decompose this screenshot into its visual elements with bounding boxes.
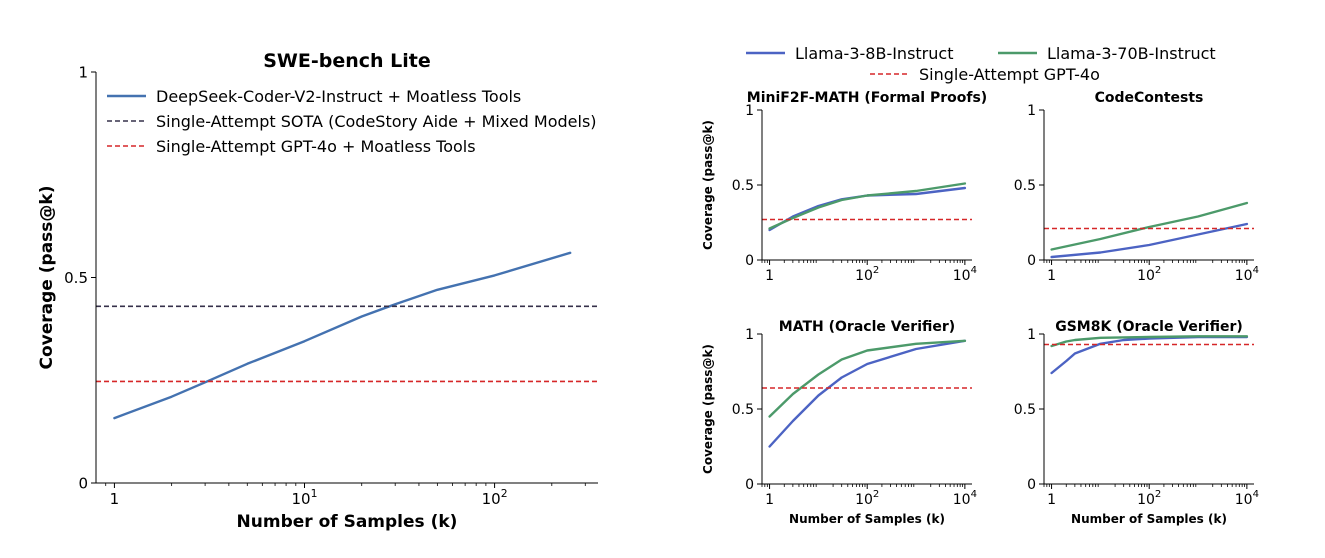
x-axis-label: Number of Samples (k): [237, 512, 458, 532]
y-axis-label: Coverage (pass@k): [701, 344, 715, 474]
y-axis-label: Coverage (pass@k): [701, 120, 715, 250]
panel-codecontests: 0 0.5 1 1 102 104 CodeContests: [1014, 90, 1259, 284]
x-tick-label: 1: [1047, 492, 1056, 508]
chart-title: MATH (Oracle Verifier): [779, 319, 955, 335]
series-line-llama70b: [1050, 201, 1249, 251]
panel-math: 0 0.5 1 1 102 104 MATH (Oracle Verifier) Covera…: [701, 319, 977, 526]
y-tick-label: 0.5: [64, 269, 88, 287]
x-axis-label: Number of Samples (k): [789, 512, 945, 526]
series-line-llama8b: [768, 339, 967, 448]
y-tick-label: 1: [745, 103, 754, 119]
x-tick-label: 1: [1047, 268, 1056, 284]
y-tick-label: 0.5: [732, 402, 754, 418]
shared-legend-label: Single-Attempt GPT-4o: [919, 65, 1100, 84]
y-axis-label: Coverage (pass@k): [37, 186, 57, 370]
x-tick-label: 104: [1235, 265, 1259, 284]
x-tick-label: 101: [292, 487, 318, 508]
x-tick-label: 104: [953, 265, 977, 284]
y-tick-label: 0.5: [1014, 178, 1036, 194]
chart-title: CodeContests: [1095, 90, 1204, 106]
x-tick-label: 1: [765, 268, 774, 284]
y-tick-label: 1: [78, 63, 88, 81]
y-tick-label: 0: [745, 253, 754, 269]
y-tick-label: 0.5: [732, 178, 754, 194]
y-tick-label: 0: [78, 474, 88, 492]
panel-gsm8k: 0 0.5 1 1 102 104 GSM8K (Oracle Verifier) Numbe…: [1014, 319, 1259, 526]
x-tick-label: 102: [482, 487, 508, 508]
series-line-llama8b: [1050, 222, 1249, 259]
legend-label: Single-Attempt GPT-4o + Moatless Tools: [156, 137, 476, 156]
chart-title: MiniF2F-MATH (Formal Proofs): [747, 90, 987, 106]
y-tick-label: 1: [1027, 327, 1036, 343]
series-line-llama70b: [1050, 335, 1249, 348]
series-line-llama70b: [768, 182, 967, 230]
y-tick-label: 1: [745, 327, 754, 343]
y-tick-label: 0: [745, 477, 754, 493]
shared-legend: Llama-3-8B-Instruct Llama-3-70B-Instruct S…: [746, 44, 1216, 84]
x-tick-label: 102: [855, 265, 879, 284]
x-tick-label: 1: [110, 490, 120, 508]
x-tick-label: 102: [855, 489, 879, 508]
y-tick-label: 0.5: [1014, 402, 1036, 418]
panel-minif2f: 0 0.5 1 1 102 104 MiniF2F-MATH (Formal Proofs)…: [701, 90, 987, 284]
x-tick-label: 1: [765, 492, 774, 508]
shared-legend-label: Llama-3-8B-Instruct: [795, 44, 953, 63]
legend-label: DeepSeek-Coder-V2-Instruct + Moatless To…: [156, 87, 521, 106]
legend: DeepSeek-Coder-V2-Instruct + Moatless To…: [107, 87, 597, 156]
chart-title: SWE-bench Lite: [263, 50, 431, 72]
series-line-deepseek: [113, 251, 572, 420]
x-tick-label: 102: [1137, 265, 1161, 284]
shared-legend-label: Llama-3-70B-Instruct: [1047, 44, 1216, 63]
y-tick-label: 1: [1027, 103, 1036, 119]
x-tick-label: 104: [953, 489, 977, 508]
legend-label: Single-Attempt SOTA (CodeStory Aide + Mi…: [156, 112, 597, 131]
series-line-llama8b: [1050, 335, 1249, 375]
panel-swe: 0 0.5 1 1 101 102 SWE-bench Lite Coverage (pass…: [37, 50, 598, 532]
chart-title: GSM8K (Oracle Verifier): [1055, 319, 1243, 335]
y-tick-label: 0: [1027, 253, 1036, 269]
x-axis-label: Number of Samples (k): [1071, 512, 1227, 526]
x-tick-label: 102: [1137, 489, 1161, 508]
y-tick-label: 0: [1027, 477, 1036, 493]
series-line-llama70b: [768, 339, 967, 418]
x-tick-label: 104: [1235, 489, 1259, 508]
